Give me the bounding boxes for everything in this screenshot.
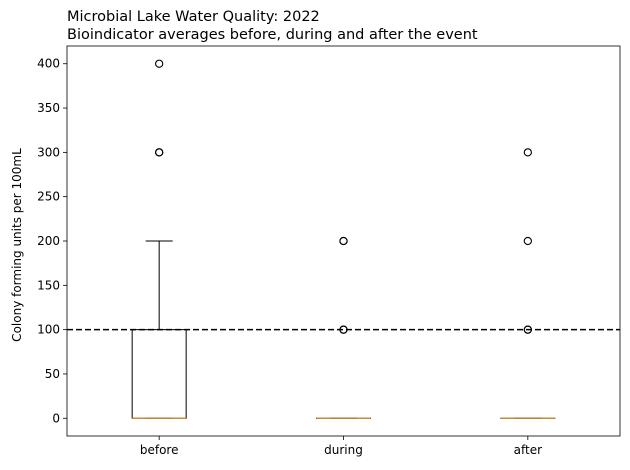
outlier-point [155,148,164,157]
y-tick-label: 200 [37,234,60,248]
chart-title-line1: Microbial Lake Water Quality: 2022 [67,9,320,25]
y-tick-label: 350 [37,101,60,115]
box-before [131,329,187,419]
outlier-point [523,148,532,157]
y-tick-label: 50 [45,367,60,381]
x-tick-label-during: during [324,443,363,457]
x-tick-label-before: before [140,443,179,457]
y-axis-label: Colony forming units per 100mL [10,148,24,342]
outlier-point [339,236,348,246]
y-tick-label: 100 [37,323,60,337]
x-tick-label-after: after [514,443,542,457]
y-tick-label: 300 [37,145,60,159]
outlier-point [155,59,164,68]
y-tick-label: 0 [52,411,60,425]
chart-title-line2: Bioindicator averages before, during and… [67,27,478,43]
outlier-point [523,236,532,246]
y-tick-label: 250 [37,190,60,204]
y-tick-label: 150 [37,278,60,292]
axes-frame [66,45,621,437]
y-tick-label: 400 [37,57,60,71]
plot-area: 0 50 100 150 200 250 300 350 400 before during afte… [37,45,621,457]
